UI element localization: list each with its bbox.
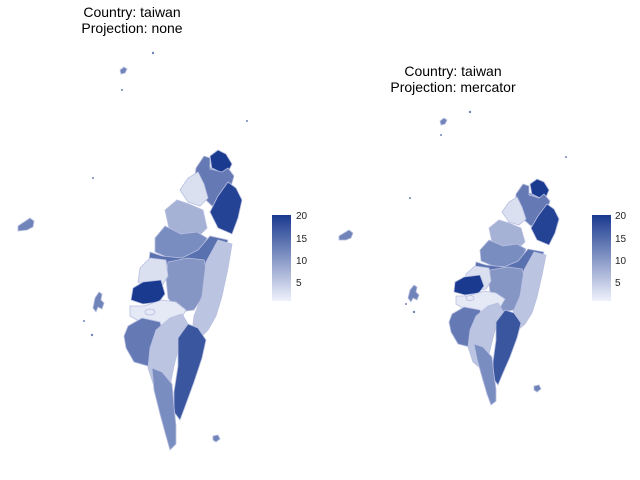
region-islands-dot1-r [468,110,472,114]
colorbar-right-tick-10: 10 [615,256,627,267]
region-islands-penghu-r [407,284,420,303]
region-islands-dot2-r [440,134,442,136]
region-yilan-r [530,203,560,246]
region-islands-lanyu-r [533,384,542,393]
region-nantou [165,257,209,313]
region-yilan [209,181,243,235]
region-chiayi-city-r [465,295,475,301]
colorbar-left-tick-10: 10 [296,256,308,267]
region-islands-penghu-west-r [338,229,354,241]
region-islands-dot4 [92,177,94,179]
region-islands-dot6 [90,333,94,337]
region-islands-dot3 [246,120,248,122]
region-islands-dot3-r [565,156,567,158]
map-left [17,51,248,451]
region-pingtung-r [473,343,497,406]
map-title-projection-right: Projection: mercator [390,79,516,95]
colorbar-left-tick-5: 5 [296,278,302,289]
region-pingtung [151,367,177,451]
colorbar-right-tick-15: 15 [615,234,627,245]
region-hualien [191,239,233,339]
colorbar-left-tick-15: 15 [296,234,308,245]
region-islands-penghu [92,291,105,313]
region-taitung-r [492,309,522,386]
map-title-projection-left: Projection: none [81,20,183,36]
region-islands-nw-r [439,117,448,126]
region-chiayi-city [144,308,156,316]
region-islands-dot5-r [405,303,407,305]
map-title-country-left: Country: taiwan [83,4,181,20]
map-title-country-right: Country: taiwan [404,63,502,79]
region-islands-dot5 [83,320,85,322]
colorbar-right-tick-20: 20 [615,211,627,222]
colorbar-right [592,215,611,301]
colorbar-left-tick-20: 20 [296,211,308,222]
map-title-right: Country: taiwan Projection: mercator [343,63,563,95]
colorbar-right-tick-5: 5 [615,278,621,289]
region-taoyuan-r [501,196,527,226]
map-right [338,110,567,406]
region-islands-dot4-r [409,197,411,199]
region-yunlin [130,279,166,305]
region-taoyuan [179,171,209,207]
map-title-left: Country: taiwan Projection: none [22,4,242,36]
region-islands-dot1 [151,51,155,55]
region-yunlin-r [453,274,485,296]
region-islands-dot2 [121,89,123,91]
region-hualien-r [510,251,547,331]
region-islands-nw [119,66,128,75]
colorbar-left [272,215,291,301]
region-islands-lanyu [212,434,221,443]
region-taitung [173,323,207,421]
region-islands-dot6-r [412,310,416,314]
region-islands-penghu-west [17,217,35,232]
